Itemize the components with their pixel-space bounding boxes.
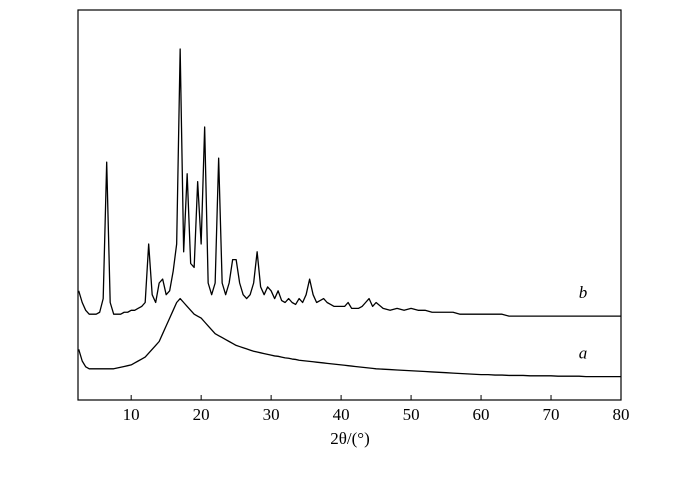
x-tick-label: 30 xyxy=(263,405,280,424)
x-tick-label: 40 xyxy=(333,405,350,424)
series-label: b xyxy=(579,283,588,302)
x-tick-label: 10 xyxy=(123,405,140,424)
x-tick-label: 60 xyxy=(473,405,490,424)
plot-frame xyxy=(77,9,622,401)
x-tick-label: 50 xyxy=(403,405,420,424)
series-label: a xyxy=(579,344,588,363)
series-line xyxy=(78,48,621,317)
x-tick-label: 70 xyxy=(543,405,560,424)
x-tick-label: 20 xyxy=(193,405,210,424)
series-line xyxy=(78,297,621,378)
x-axis-label: 2θ/(°) xyxy=(330,429,370,448)
x-tick-label: 80 xyxy=(613,405,630,424)
